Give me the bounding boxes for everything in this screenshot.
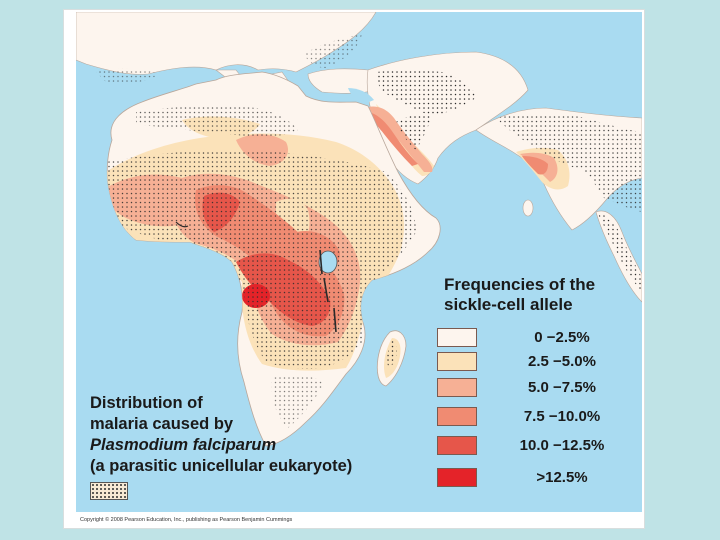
legend-label-4: 10.0 −12.5% [519,437,605,454]
legend-item-3: 7.5 −10.0% [437,407,637,429]
legend-label-0: 0 −2.5% [534,329,590,346]
malaria-legend-line-1: Distribution of [90,394,203,412]
malaria-legend-line-3: Plasmodium falciparum [90,436,277,454]
legend-title-line-2: sickle-cell allele [444,295,573,314]
legend-label-5: >12.5% [536,469,588,486]
africa [106,71,441,447]
malaria-legend-title: Distribution of malaria caused by Plasmo… [90,393,430,477]
copyright-text: Copyright © 2008 Pearson Education, Inc.… [80,517,293,523]
legend-swatch-1 [437,352,477,371]
legend-swatch-0 [437,328,477,347]
legend-item-4: 10.0 −12.5% [437,436,637,458]
legend-swatch-2 [437,378,477,397]
sickle-cell-map [76,12,642,512]
sri-lanka [522,199,534,217]
legend-item-0: 0 −2.5% [437,328,637,350]
legend-item-5: >12.5% [437,468,637,490]
legend-label-2: 5.0 −7.5% [528,379,596,396]
legend-item-2: 5.0 −7.5% [437,378,637,400]
rift-lakes [319,249,337,333]
legend-item-1: 2.5 −5.0% [437,352,637,374]
legend-label-1: 2.5 −5.0% [528,353,596,370]
legend-swatch-5 [437,468,477,487]
legend-label-3: 7.5 −10.0% [523,408,601,425]
malaria-legend-line-2: malaria caused by [90,415,234,433]
legend-title-line-1: Frequencies of the [444,275,596,294]
legend-swatch-3 [437,407,477,426]
south-asia [475,107,642,303]
legend-swatch-4 [437,436,477,455]
lake-victoria [318,250,338,274]
madagascar [376,330,407,387]
malaria-dotted-swatch [90,482,128,500]
legend-title: Frequencies of the sickle-cell allele [444,275,634,315]
map-area [76,12,642,512]
malaria-legend-line-4: (a parasitic unicellular eukaryote) [90,457,353,475]
middle-east [307,51,529,185]
